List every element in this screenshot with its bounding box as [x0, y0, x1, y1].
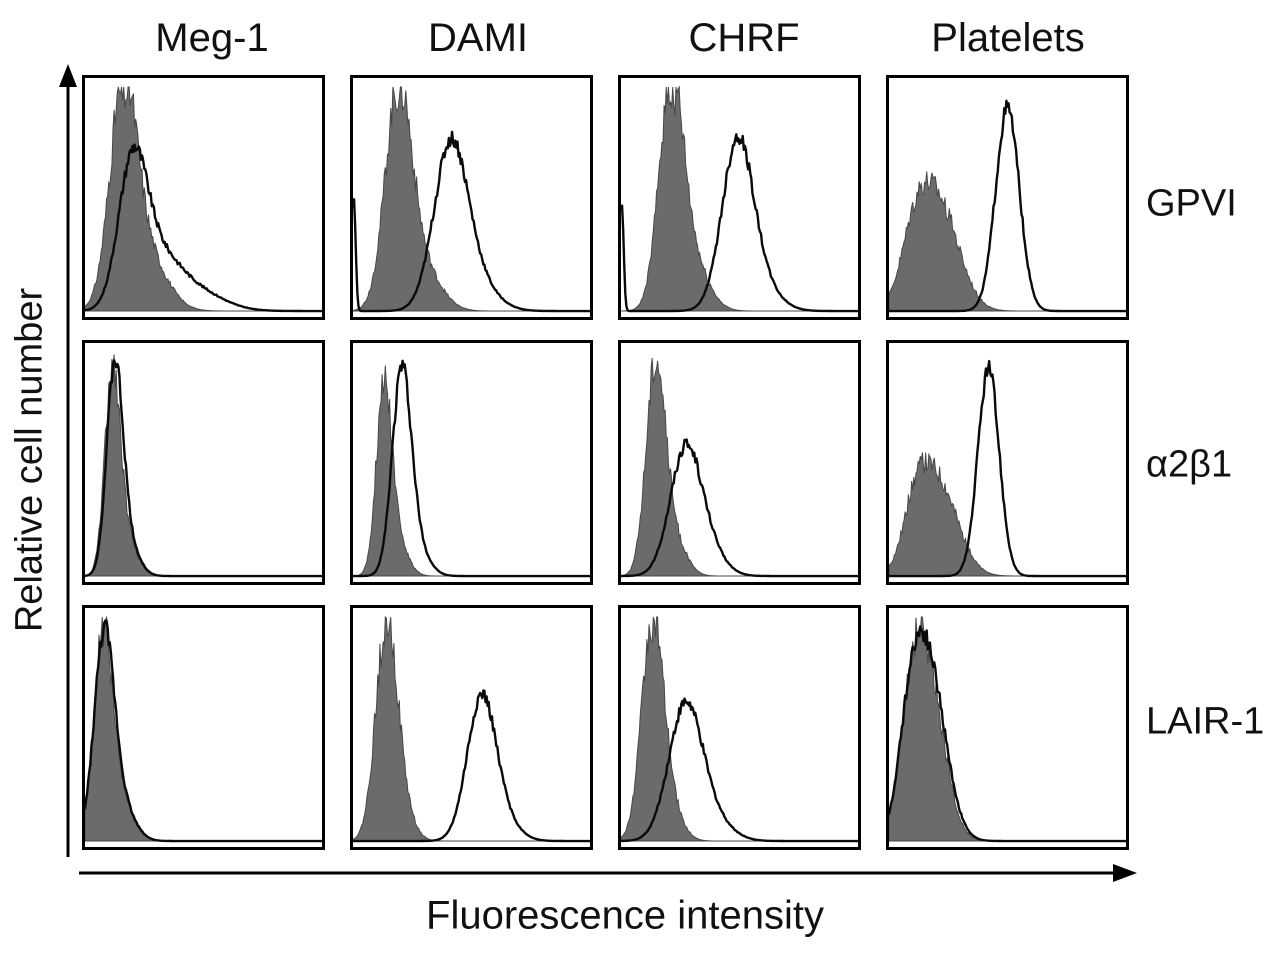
column-title-platelets: Platelets: [931, 16, 1085, 60]
histogram-plot: [621, 608, 858, 847]
histogram-plot: [353, 78, 590, 317]
histogram-panel: [886, 340, 1129, 585]
stain-histogram-outline: [889, 361, 1126, 576]
histogram-panel: [618, 605, 861, 850]
histogram-plot: [889, 343, 1126, 582]
stain-histogram-outline: [353, 132, 590, 311]
histogram-plot: [889, 608, 1126, 847]
stain-histogram-outline: [621, 699, 858, 841]
control-histogram-filled: [621, 358, 858, 576]
column-title-dami: DAMI: [428, 16, 528, 60]
histogram-panel: [886, 605, 1129, 850]
y-axis-arrow: [59, 64, 77, 857]
stain-histogram-outline: [353, 361, 590, 576]
column-title-chrf: CHRF: [688, 16, 800, 60]
histogram-panel: [350, 605, 593, 850]
histogram-panel: [886, 75, 1129, 320]
histogram-panel: [618, 340, 861, 585]
histogram-plot: [621, 78, 858, 317]
control-histogram-filled: [889, 452, 1126, 576]
row-label-gpvi: GPVI: [1146, 182, 1237, 225]
panel-grid: [82, 75, 1129, 850]
row-label-lair1: LAIR-1: [1146, 700, 1265, 743]
histogram-panel: [350, 75, 593, 320]
stain-histogram-outline: [353, 691, 590, 841]
control-histogram-filled: [889, 172, 1126, 311]
stain-histogram-outline: [621, 440, 858, 576]
stain-histogram-outline: [85, 360, 322, 576]
stain-histogram-outline: [85, 621, 322, 842]
control-histogram-filled: [353, 87, 590, 311]
control-histogram-filled: [85, 617, 322, 841]
row-label-a2b1: α2β1: [1146, 443, 1233, 486]
histogram-panel: [82, 605, 325, 850]
histogram-plot: [85, 78, 322, 317]
stain-histogram-outline: [621, 134, 858, 311]
histogram-plot: [889, 78, 1126, 317]
x-axis-arrow: [79, 864, 1137, 882]
control-histogram-filled: [353, 366, 590, 577]
stain-histogram-outline: [85, 145, 322, 311]
histogram-panel: [618, 75, 861, 320]
histogram-plot: [353, 608, 590, 847]
histogram-panel: [82, 340, 325, 585]
y-axis-label: Relative cell number: [8, 287, 51, 633]
histogram-plot: [85, 343, 322, 582]
stain-histogram-outline: [889, 101, 1126, 311]
stain-histogram-outline: [889, 626, 1126, 841]
control-histogram-filled: [889, 617, 1126, 841]
histogram-panel: [82, 75, 325, 320]
histogram-plot: [85, 608, 322, 847]
histogram-plot: [621, 343, 858, 582]
histogram-panel: [350, 340, 593, 585]
control-histogram-filled: [621, 87, 858, 311]
column-title-meg1: Meg-1: [155, 16, 269, 60]
histogram-plot: [353, 343, 590, 582]
x-axis-label: Fluorescence intensity: [426, 893, 824, 938]
